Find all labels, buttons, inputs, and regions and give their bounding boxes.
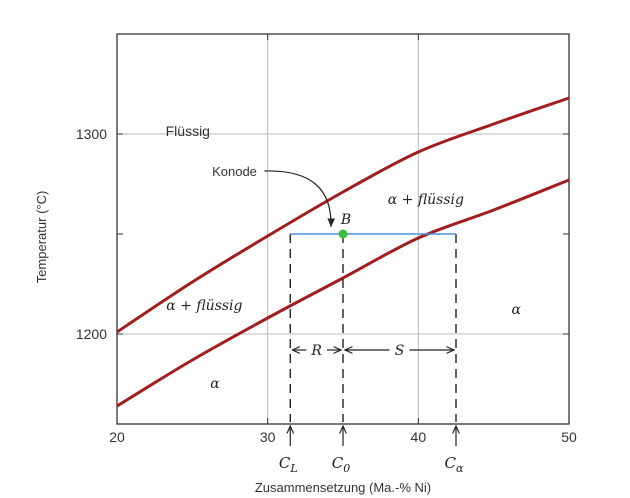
region-label: Flüssig: [166, 123, 210, 139]
lever-r-label: R: [310, 343, 322, 359]
composition-label-sub: L: [289, 462, 297, 475]
konode-arrow: [264, 170, 336, 228]
region-label: α + flüssig: [388, 192, 464, 208]
point-b-label: B: [340, 212, 351, 228]
composition-label: Cα: [445, 454, 464, 475]
composition-label: CL: [279, 454, 298, 475]
x-tick-label: 30: [260, 429, 276, 445]
composition-label-sub: α: [456, 462, 464, 475]
region-label: α + flüssig: [166, 298, 242, 314]
solidus-curve: [116, 178, 570, 408]
x-tick-label: 40: [411, 429, 427, 445]
composition-label-main: C: [279, 454, 291, 472]
konode-label: Konode: [212, 164, 257, 179]
liquidus-curve: [116, 96, 570, 334]
y-axis-label: Temperatur (°C): [34, 191, 49, 284]
x-tick-label: 20: [109, 429, 125, 445]
y-tick-label: 1200: [76, 326, 107, 342]
x-tick-label: 50: [561, 429, 577, 445]
lever-s-label: S: [395, 343, 405, 359]
composition-label-sub: 0: [343, 462, 350, 475]
y-tick-label: 1300: [76, 126, 107, 142]
composition-label-main: C: [332, 454, 344, 472]
region-label: α: [512, 302, 522, 318]
composition-label-main: C: [445, 454, 457, 472]
point-b: [338, 229, 348, 239]
x-axis-label: Zusammensetzung (Ma.-% Ni): [255, 480, 431, 495]
region-label: α: [210, 376, 220, 392]
plot-frame: [116, 33, 570, 425]
composition-label: C0: [332, 454, 350, 475]
